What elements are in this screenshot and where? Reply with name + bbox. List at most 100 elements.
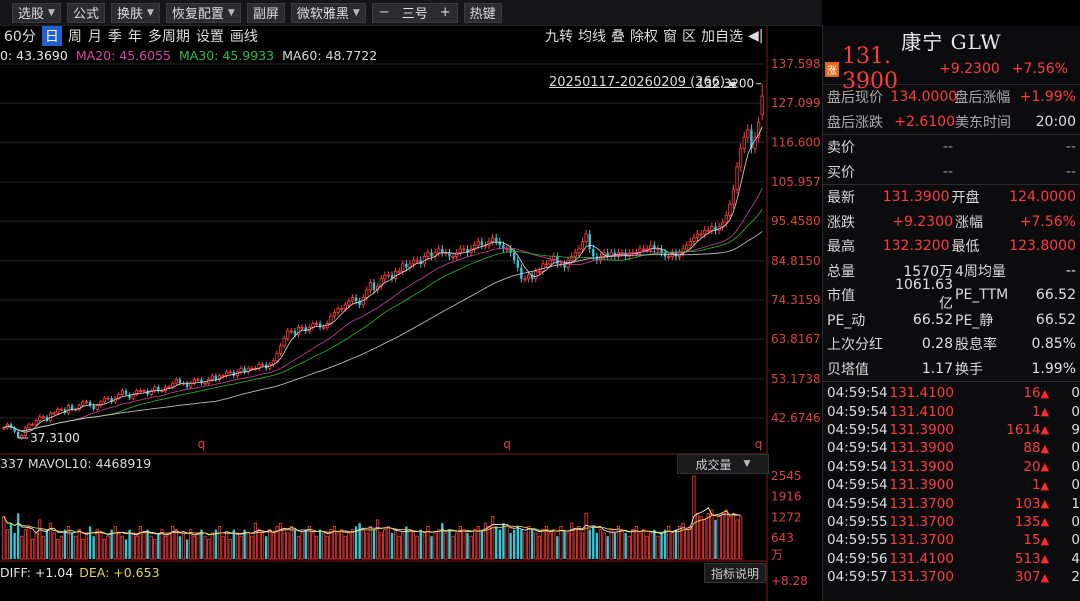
timeframe-tab[interactable]: 60分 (4, 29, 36, 45)
candle-body (9, 424, 13, 428)
volume-bar (458, 525, 462, 560)
timeframe-tab[interactable]: 设置 (195, 29, 224, 45)
volume-selector[interactable]: 成交量 ▼ (677, 454, 769, 474)
volume-bar (264, 536, 268, 559)
candle-body (185, 383, 189, 387)
chart-tool[interactable]: 窗 (663, 29, 677, 45)
volume-bar (573, 529, 577, 560)
volume-bar (660, 532, 663, 559)
volume-bar (476, 525, 480, 560)
stat-value: 66.52 (1035, 311, 1076, 328)
stat-label: 上次分红 (827, 337, 883, 354)
timeframe-tab[interactable]: 画线 (229, 29, 258, 45)
volume-bar (580, 532, 585, 560)
zoom-in-button[interactable]: + (439, 5, 451, 20)
candle-body (149, 390, 153, 395)
candle-body (757, 121, 761, 138)
candle-body (706, 229, 710, 232)
candle-body (441, 248, 444, 253)
toolbar-button-3[interactable]: 恢复配置 ▼ (165, 2, 241, 23)
ma-legend-item: 0: 43.3690 (0, 47, 68, 63)
range-label[interactable]: 20250117-20260209 (266) 🔒︎ (549, 75, 736, 90)
tick-count: 2 (1071, 569, 1080, 586)
chart-tool[interactable]: 区 (682, 29, 696, 45)
candle-body (742, 136, 746, 149)
kline-chart[interactable]: 137.598 127.099 116.600 105.957 95.4580 84.81… (0, 26, 822, 601)
volume-bar (113, 525, 117, 560)
candle-body (329, 315, 333, 324)
candle-body (221, 375, 225, 378)
tick-price: 131.3900 (889, 440, 954, 457)
candle-body (491, 237, 495, 242)
volume-bar (271, 532, 275, 560)
tick-count: 0 (1071, 532, 1080, 549)
chart-tool[interactable]: 均线 (578, 29, 606, 45)
tick-time: 04:59:54 (827, 385, 888, 402)
chart-tool[interactable]: 除权 (630, 29, 658, 45)
candle-body (466, 248, 469, 253)
tick-volume: 513 (1014, 550, 1041, 567)
bid-ask-label: 买价 (827, 164, 855, 181)
volume-bar (189, 529, 193, 560)
volume-legend: 337 MAVOL10: 4468919 (0, 456, 152, 471)
zoom-out-button[interactable]: − (378, 5, 390, 20)
chart-tool[interactable]: 加自选 (701, 29, 743, 45)
after-label: 盘后现价 (827, 90, 883, 107)
volume-bar (512, 529, 516, 559)
candle-body (563, 263, 566, 268)
toolbar-label: 恢复配置 (171, 7, 224, 22)
chart-tool[interactable]: 叠 (611, 29, 625, 45)
tick-price: 131.3700 (889, 495, 954, 512)
candle-body (282, 338, 286, 347)
stat-label: 最高 (827, 239, 855, 256)
index-help-button[interactable]: 指标说明 (704, 563, 766, 583)
candle-body (106, 397, 110, 400)
timeframe-tab[interactable]: 月 (87, 29, 102, 45)
candle-body (401, 263, 405, 272)
toolbar-button-5[interactable]: 微软雅黑 ▼ (290, 2, 366, 23)
tick-price: 131.4100 (889, 385, 954, 402)
timeframe-tab[interactable]: 周 (67, 29, 82, 45)
stat-label: 最新 (827, 190, 855, 207)
timeframe-tab[interactable]: 日 (41, 26, 62, 46)
hotkey-button[interactable]: 热键 (463, 2, 502, 23)
collapse-arrow-icon[interactable]: ◀| (748, 28, 764, 44)
candle-body (157, 386, 160, 391)
stat-value: 1061.63亿 (895, 277, 953, 313)
timeframe-tab[interactable]: 多周期 (147, 29, 190, 45)
toolbar-button-2[interactable]: 换肤 ▼ (110, 2, 160, 23)
toolbar-button-4[interactable]: 副屏 (246, 2, 285, 23)
volume-bar (516, 526, 519, 559)
event-marker[interactable]: q (198, 437, 206, 451)
candle-body (426, 252, 430, 257)
timeframe-tab[interactable]: 年 (127, 29, 142, 45)
price-tick-label: 116.600 (771, 135, 821, 149)
toolbar-button-0[interactable]: 选股 ▼ (12, 2, 61, 23)
stat-value: +9.2300 (892, 213, 953, 230)
tick-count: 0 (1071, 403, 1080, 420)
timeframe-tab[interactable]: 季 (107, 29, 122, 45)
tick-time: 04:59:54 (827, 403, 888, 420)
tick-list[interactable]: 04:59:54 131.4100 16 ▲ 0 04:59:54 131.4100 1 ▲ 0 0… (823, 381, 1080, 586)
bid-ask-row: 买价 -- -- (823, 160, 1080, 185)
candle-body (92, 405, 95, 410)
volume-bar (214, 529, 218, 559)
volume-bar (584, 512, 588, 560)
candle-body (189, 382, 193, 388)
volume-bar (667, 525, 671, 560)
volume-bar (588, 529, 591, 559)
tick-time: 04:59:54 (827, 440, 888, 457)
volume-bar (246, 532, 250, 560)
candle-body (314, 323, 319, 325)
volume-bar (286, 532, 290, 560)
volume-tick-label: 1272 (771, 511, 802, 525)
candle-body (171, 382, 175, 388)
volume-bar (128, 529, 131, 559)
volume-bar (663, 529, 667, 559)
event-marker[interactable]: q (503, 437, 511, 451)
volume-bar (293, 529, 297, 559)
volume-bar (466, 532, 469, 559)
toolbar-button-1[interactable]: 公式 (66, 2, 105, 23)
event-marker[interactable]: q (755, 437, 763, 451)
chart-tool[interactable]: 九转 (545, 29, 573, 45)
